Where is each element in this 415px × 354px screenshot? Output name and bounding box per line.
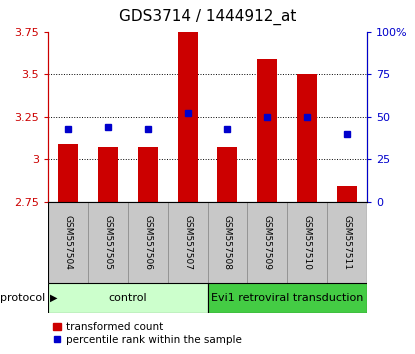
- Bar: [208, 202, 247, 283]
- Bar: [48, 283, 208, 313]
- Bar: [217, 147, 237, 202]
- Bar: [168, 202, 208, 283]
- Bar: [88, 202, 128, 283]
- Bar: [208, 283, 367, 313]
- Text: control: control: [108, 293, 147, 303]
- Text: GSM557509: GSM557509: [263, 215, 272, 270]
- Text: GDS3714 / 1444912_at: GDS3714 / 1444912_at: [119, 9, 296, 25]
- Text: GSM557510: GSM557510: [303, 215, 312, 270]
- Legend: transformed count, percentile rank within the sample: transformed count, percentile rank withi…: [53, 322, 242, 345]
- Text: protocol: protocol: [0, 293, 46, 303]
- Bar: [138, 147, 158, 202]
- Text: GSM557505: GSM557505: [103, 215, 112, 270]
- Bar: [287, 202, 327, 283]
- Bar: [337, 187, 357, 202]
- Text: GSM557504: GSM557504: [63, 215, 72, 270]
- Bar: [178, 6, 198, 202]
- Text: Evi1 retroviral transduction: Evi1 retroviral transduction: [211, 293, 364, 303]
- Bar: [247, 202, 287, 283]
- Bar: [257, 59, 277, 202]
- Text: ▶: ▶: [50, 293, 57, 303]
- Bar: [48, 202, 88, 283]
- Bar: [128, 202, 168, 283]
- Text: GSM557508: GSM557508: [223, 215, 232, 270]
- Bar: [298, 74, 317, 202]
- Text: GSM557506: GSM557506: [143, 215, 152, 270]
- Bar: [98, 147, 117, 202]
- Text: GSM557511: GSM557511: [343, 215, 352, 270]
- Text: GSM557507: GSM557507: [183, 215, 192, 270]
- Bar: [58, 144, 78, 202]
- Bar: [327, 202, 367, 283]
